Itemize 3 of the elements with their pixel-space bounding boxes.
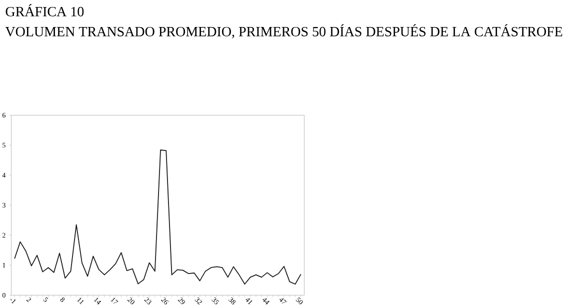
chart-title: GRÁFICA 10 xyxy=(6,4,84,16)
chart-subtitle: VOLUMEN TRANSADO PROMEDIO, PRIMEROS 50 DÍAS DESPUÉS DE LA CATÁSTROFE xyxy=(5,24,562,38)
line-series xyxy=(14,150,302,285)
